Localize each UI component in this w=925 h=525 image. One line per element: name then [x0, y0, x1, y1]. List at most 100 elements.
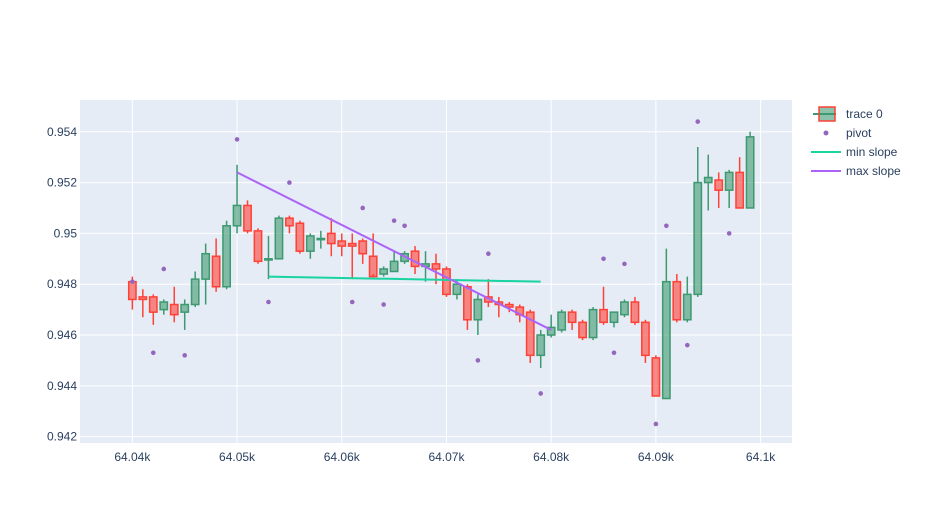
- candle: [305, 233, 315, 259]
- candle: [284, 215, 294, 234]
- pivot-point: [381, 302, 386, 307]
- candle-body: [735, 171, 745, 209]
- x-tick-label: 64.07k: [428, 450, 465, 464]
- candle-body: [630, 301, 640, 324]
- candle: [295, 220, 305, 254]
- y-tick-label: 0.952: [47, 176, 77, 190]
- candle-body: [222, 225, 232, 288]
- x-tick-label: 64.05k: [219, 450, 256, 464]
- pivot-point: [391, 218, 397, 223]
- candle-body: [379, 268, 389, 275]
- candle-body: [452, 283, 462, 296]
- candle: [169, 286, 179, 323]
- candle-body: [745, 136, 755, 209]
- x-tick-label: 64.09k: [638, 450, 675, 464]
- candle: [180, 299, 190, 330]
- candle-body: [640, 321, 650, 357]
- pivot-point: [622, 261, 627, 267]
- candle-body: [703, 176, 713, 184]
- candle: [148, 294, 158, 325]
- slope-lines: [236, 171, 552, 331]
- candle-body: [148, 296, 158, 313]
- candle: [211, 238, 221, 292]
- candle-body: [274, 217, 284, 260]
- x-tick-label: 64.1k: [746, 450, 776, 464]
- candle-body: [473, 298, 483, 321]
- pivot-point: [150, 350, 156, 356]
- candle: [630, 296, 640, 325]
- candle: [525, 309, 535, 363]
- x-tick-label: 64.06k: [324, 450, 361, 464]
- legend-label-max-slope: max slope: [846, 164, 901, 178]
- pivot-point: [684, 342, 690, 348]
- candle-body: [693, 181, 703, 296]
- legend-label-pivot: pivot: [846, 126, 872, 140]
- candle: [347, 233, 357, 280]
- candle: [368, 233, 378, 278]
- candle-body: [462, 285, 472, 321]
- candle-body: [284, 217, 294, 227]
- candle: [599, 286, 608, 325]
- candle-body: [672, 280, 682, 321]
- candle-body: [232, 204, 242, 227]
- candle-body: [620, 301, 629, 316]
- candle: [557, 309, 567, 333]
- y-tick-label: 0.946: [47, 328, 77, 342]
- y-tick-label: 0.95: [54, 226, 78, 240]
- y-tick-label: 0.948: [47, 277, 77, 291]
- candle: [274, 215, 284, 260]
- candle: [651, 355, 661, 397]
- candle: [379, 266, 389, 277]
- candle-body: [599, 308, 608, 324]
- candle-body: [609, 311, 619, 324]
- candle: [462, 284, 472, 330]
- candlestick-series: [127, 131, 755, 400]
- candle: [640, 319, 650, 363]
- legend-item-min-slope[interactable]: min slope: [811, 145, 898, 159]
- legend-item-trace[interactable]: trace 0: [813, 106, 883, 122]
- pivot-point: [611, 350, 617, 356]
- candle: [578, 319, 588, 341]
- candle-body: [410, 250, 420, 268]
- candle-body: [127, 280, 137, 301]
- candle: [620, 299, 629, 318]
- pivot-point: [360, 205, 366, 211]
- candle: [201, 243, 211, 305]
- legend-item-pivot[interactable]: pivot: [823, 126, 873, 140]
- candle-body: [347, 242, 357, 247]
- candle: [682, 276, 692, 323]
- candle: [588, 307, 598, 341]
- legend: trace 0 pivot min slope max slope: [811, 106, 901, 178]
- candle-body: [588, 308, 598, 339]
- candle-body: [724, 171, 734, 191]
- candle: [714, 172, 724, 208]
- candle: [316, 230, 326, 249]
- candle: [358, 238, 368, 264]
- candle-body: [190, 278, 200, 306]
- candle-body: [243, 204, 252, 232]
- x-tick-label: 64.04k: [114, 450, 151, 464]
- candle: [264, 235, 273, 280]
- candle-body: [682, 293, 692, 321]
- candle-body: [431, 263, 441, 270]
- pivot-point: [486, 251, 491, 257]
- pivot-point: [653, 421, 659, 427]
- candle-body: [578, 321, 588, 339]
- x-axis: 64.04k 64.05k 64.06k 64.07k 64.08k 64.09k 64.1…: [114, 450, 776, 464]
- pivot-point: [601, 256, 606, 262]
- legend-item-max-slope[interactable]: max slope: [811, 164, 901, 178]
- candle-body: [305, 235, 315, 252]
- candle-body: [557, 311, 567, 331]
- candle-body: [358, 240, 368, 255]
- pivot-point: [726, 231, 732, 236]
- candle: [337, 233, 347, 257]
- candle-body: [546, 326, 556, 336]
- candle: [567, 309, 577, 330]
- candle-body: [295, 222, 305, 252]
- pivot-point: [161, 266, 167, 272]
- candle-body: [253, 230, 263, 263]
- y-tick-label: 0.954: [47, 125, 77, 139]
- candle: [724, 169, 734, 208]
- max-slope-line: [236, 171, 552, 331]
